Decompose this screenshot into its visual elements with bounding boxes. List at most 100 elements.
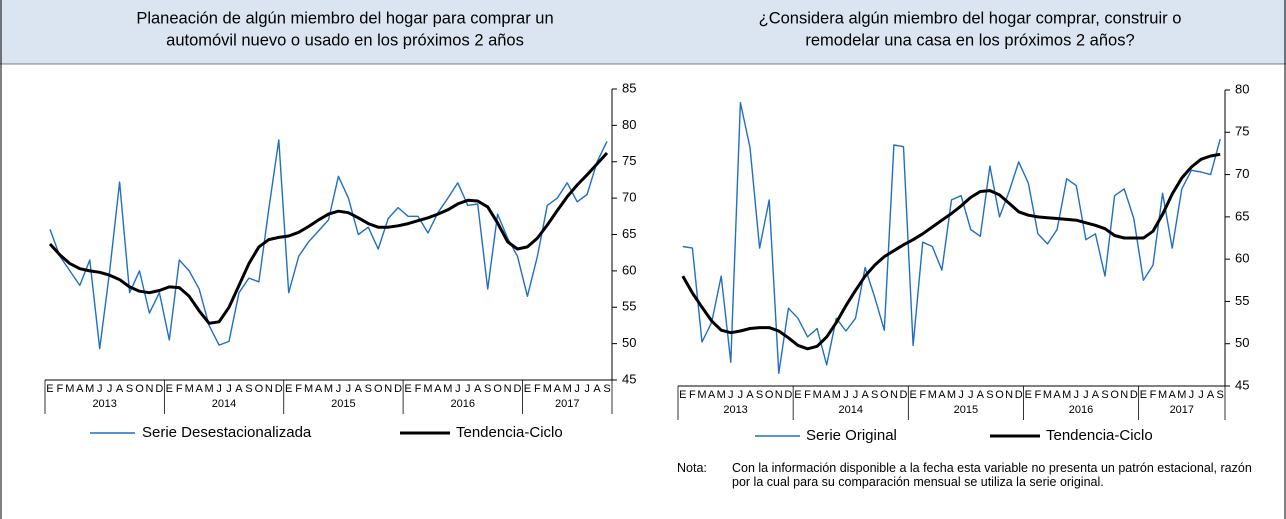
x-tick-label: S xyxy=(1101,389,1108,401)
chart-title: ¿Considera algún miembro del hogar compr… xyxy=(759,9,1182,27)
x-tick-label: F xyxy=(1150,389,1157,401)
x-tick-label: A xyxy=(938,389,946,401)
series-line xyxy=(49,139,608,350)
x-tick-label: A xyxy=(235,383,243,395)
x-tick-label: J xyxy=(336,383,342,395)
x-tick-label: A xyxy=(1092,389,1100,401)
note: Nota: Con la información disponible a la… xyxy=(677,461,1269,489)
year-label: 2016 xyxy=(1069,404,1093,416)
x-tick-label: M xyxy=(563,383,572,395)
x-tick-label: M xyxy=(1043,389,1052,401)
x-tick-label: E xyxy=(1025,389,1032,401)
x-tick-label: J xyxy=(958,389,964,401)
x-tick-label: M xyxy=(543,383,552,395)
x-tick-label: J xyxy=(1083,389,1089,401)
x-tick-label: N xyxy=(890,389,898,401)
x-tick-label: F xyxy=(689,389,696,401)
x-tick-label: A xyxy=(823,389,831,401)
y-tick-label: 45 xyxy=(1235,377,1249,392)
x-tick-label: D xyxy=(1015,389,1023,401)
year-label: 2017 xyxy=(555,398,579,410)
y-tick-label: 55 xyxy=(1235,293,1249,308)
x-tick-label: O xyxy=(255,383,264,395)
x-tick-label: J xyxy=(1189,389,1195,401)
x-tick-label: J xyxy=(346,383,352,395)
x-tick-label: M xyxy=(324,383,333,395)
y-tick-label: 75 xyxy=(622,153,636,168)
x-tick-label: J xyxy=(455,383,461,395)
x-tick-label: J xyxy=(107,383,113,395)
x-tick-label: D xyxy=(155,383,163,395)
x-tick-label: A xyxy=(708,389,716,401)
y-tick-label: 50 xyxy=(622,335,636,350)
x-tick-label: E xyxy=(679,389,686,401)
x-tick-label: F xyxy=(415,383,422,395)
y-tick-label: 85 xyxy=(622,80,636,95)
x-tick-label: J xyxy=(843,389,849,401)
x-tick-label: S xyxy=(986,389,993,401)
x-tick-label: F xyxy=(534,383,541,395)
x-tick-label: M xyxy=(423,383,432,395)
x-tick-label: O xyxy=(880,389,889,401)
x-tick-label: A xyxy=(1169,389,1177,401)
x-tick-label: A xyxy=(196,383,204,395)
x-tick-label: M xyxy=(1177,389,1186,401)
x-tick-label: M xyxy=(85,383,94,395)
x-tick-label: S xyxy=(603,383,610,395)
x-tick-label: F xyxy=(295,383,302,395)
x-tick-label: A xyxy=(474,383,482,395)
x-tick-label: O xyxy=(1110,389,1119,401)
series-line xyxy=(48,151,609,325)
x-tick-label: M xyxy=(1062,389,1071,401)
y-tick-label: 75 xyxy=(1235,124,1249,139)
x-tick-label: A xyxy=(593,383,601,395)
note-label: Nota: xyxy=(677,461,707,475)
y-tick-label: 70 xyxy=(622,190,636,205)
y-tick-label: 65 xyxy=(1235,208,1249,223)
note-text: Con la información disponible a la fecha… xyxy=(732,461,1252,489)
chart-title: automóvil nuevo o usado en los próximos … xyxy=(166,31,524,49)
x-tick-label: O xyxy=(374,383,383,395)
x-tick-label: N xyxy=(1005,389,1013,401)
x-tick-label: N xyxy=(265,383,273,395)
x-tick-label: A xyxy=(554,383,562,395)
header-band xyxy=(0,0,1286,64)
x-tick-label: M xyxy=(205,383,214,395)
year-label: 2016 xyxy=(451,398,475,410)
year-label: 2015 xyxy=(954,404,978,416)
x-tick-label: D xyxy=(394,383,402,395)
x-tick-label: S xyxy=(126,383,133,395)
y-tick-label: 60 xyxy=(622,262,636,277)
x-tick-label: N xyxy=(775,389,783,401)
x-tick-label: J xyxy=(1198,389,1204,401)
year-label: 2015 xyxy=(331,398,355,410)
x-tick-label: D xyxy=(514,383,522,395)
legend-label: Tendencia-Ciclo xyxy=(456,424,563,441)
x-tick-label: S xyxy=(871,389,878,401)
legend-label: Serie Original xyxy=(806,427,897,444)
x-tick-label: A xyxy=(861,389,869,401)
x-tick-label: A xyxy=(977,389,985,401)
x-tick-label: E xyxy=(285,383,292,395)
x-tick-label: F xyxy=(804,389,811,401)
y-tick-label: 70 xyxy=(1235,166,1249,181)
x-tick-label: D xyxy=(900,389,908,401)
x-tick-label: M xyxy=(928,389,937,401)
y-tick-label: 80 xyxy=(1235,81,1249,96)
x-tick-label: E xyxy=(46,383,53,395)
x-tick-label: J xyxy=(226,383,232,395)
year-label: 2013 xyxy=(723,404,747,416)
x-tick-label: J xyxy=(584,383,590,395)
x-tick-label: E xyxy=(524,383,531,395)
x-tick-label: M xyxy=(697,389,706,401)
x-tick-label: J xyxy=(738,389,744,401)
x-tick-label: J xyxy=(728,389,734,401)
y-tick-label: 55 xyxy=(622,299,636,314)
x-tick-label: E xyxy=(1140,389,1147,401)
x-tick-label: J xyxy=(1074,389,1080,401)
x-tick-label: D xyxy=(784,389,792,401)
x-tick-label: O xyxy=(995,389,1004,401)
x-tick-label: M xyxy=(832,389,841,401)
x-tick-label: S xyxy=(365,383,372,395)
